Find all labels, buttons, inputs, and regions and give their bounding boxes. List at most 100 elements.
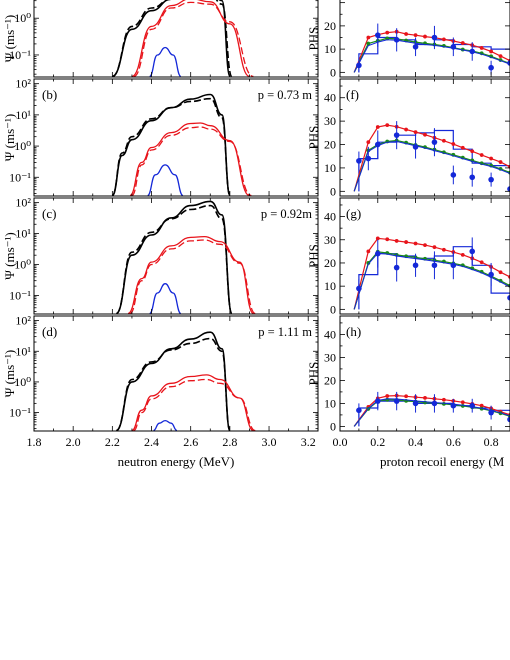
point-e-red bbox=[498, 54, 503, 58]
x-axis-label: neutron energy (MeV) bbox=[118, 454, 235, 469]
point-g-red bbox=[498, 270, 503, 275]
series-a-blue-solid bbox=[149, 46, 182, 77]
x-tick-label: 0.6 bbox=[446, 435, 461, 449]
point-e-red bbox=[366, 35, 371, 40]
series-d-black-dashed bbox=[115, 337, 231, 431]
data-point-g bbox=[450, 262, 457, 269]
point-e-red bbox=[489, 49, 494, 54]
x-tick-label: 2.4 bbox=[144, 435, 159, 449]
data-point-f bbox=[507, 186, 510, 192]
data-point-e bbox=[356, 62, 362, 69]
y-tick-label: 10¹ bbox=[15, 108, 31, 122]
point-h-red bbox=[385, 394, 390, 398]
y-axis-label: Ψ (ms⁻¹) bbox=[2, 232, 17, 279]
point-e-red bbox=[441, 37, 446, 42]
point-e-red bbox=[479, 46, 484, 50]
point-g-red bbox=[413, 241, 418, 246]
data-point-g bbox=[488, 271, 494, 278]
y-tick-label: 10 bbox=[324, 161, 336, 175]
data-point-h bbox=[412, 400, 419, 407]
panel-frame bbox=[33, 78, 319, 197]
point-f-red bbox=[385, 123, 390, 127]
panel-frame bbox=[33, 0, 319, 78]
point-g-red bbox=[432, 245, 437, 250]
panel-h: 0 10 20 30 40 0.0 0.2 0.4 0.6 0.8 (h) PHS proton rec… bbox=[306, 315, 510, 469]
y-tick-label: 20 bbox=[324, 373, 336, 387]
panel-frame bbox=[33, 197, 319, 315]
point-e-red bbox=[413, 33, 418, 38]
point-g-red bbox=[375, 236, 380, 241]
y-tick-label: 40 bbox=[324, 210, 336, 224]
position-label: p = 1.11 m bbox=[258, 325, 312, 339]
point-g-red bbox=[366, 249, 371, 254]
point-g-red bbox=[441, 247, 446, 252]
data-point-f bbox=[469, 174, 476, 181]
panel-label: (f) bbox=[346, 87, 359, 102]
y-tick-label: 10² bbox=[15, 314, 31, 328]
panel-frame bbox=[339, 315, 510, 432]
point-g-red bbox=[404, 240, 409, 244]
point-h-red bbox=[404, 394, 409, 399]
panel-a-curves bbox=[111, 0, 254, 77]
point-h-red bbox=[423, 395, 427, 400]
x-axis-label: proton recoil energy (M bbox=[380, 454, 505, 469]
y-tick-label: 30 bbox=[324, 350, 336, 364]
y-axis-label: Ψ (ms⁻¹) bbox=[2, 114, 17, 161]
y-axis-label: PHS bbox=[306, 362, 321, 386]
y-tick-label: 10¹ bbox=[15, 344, 31, 358]
y-tick-label: 10⁻¹ bbox=[9, 170, 31, 184]
y-tick-label: 10 bbox=[324, 279, 336, 293]
data-point-e bbox=[431, 34, 438, 41]
panel-g: 0 10 20 30 40 (g) PHS bbox=[306, 197, 510, 316]
y-axis-label: PHS bbox=[306, 244, 321, 268]
data-point-e bbox=[393, 37, 400, 43]
x-tick-label: 2.8 bbox=[222, 435, 237, 449]
series-a-red-dashed bbox=[133, 1, 254, 77]
point-f-red bbox=[423, 132, 427, 137]
data-point-f bbox=[374, 141, 381, 148]
x-tick-label: 0.2 bbox=[370, 435, 385, 449]
point-h-red bbox=[460, 400, 465, 405]
panel-frame bbox=[339, 197, 510, 315]
panel-b: 10⁻¹ 10⁰ 10¹ 10² (b) p = 0.73 m Ψ (ms⁻¹) bbox=[2, 77, 319, 197]
point-g-red bbox=[460, 252, 465, 257]
x-tick-label: 0.0 bbox=[333, 435, 348, 449]
point-f-red bbox=[441, 138, 446, 143]
data-point-h bbox=[488, 409, 494, 416]
panel-f-marks bbox=[353, 121, 510, 194]
data-point-g bbox=[412, 262, 419, 269]
y-tick-label: 20 bbox=[324, 138, 336, 152]
y-tick-label: 10⁰ bbox=[14, 11, 31, 25]
panel-label: (h) bbox=[346, 324, 361, 339]
point-f-red bbox=[460, 145, 465, 150]
data-point-f bbox=[393, 132, 400, 138]
panel-label: (b) bbox=[42, 87, 57, 102]
data-point-f bbox=[365, 155, 372, 162]
y-axis-label: PHS bbox=[306, 126, 321, 150]
panel-label: (c) bbox=[42, 206, 56, 221]
y-tick-label: 10 bbox=[324, 42, 336, 56]
point-g-red bbox=[385, 237, 390, 242]
data-point-h bbox=[356, 407, 362, 414]
panel-frame bbox=[339, 0, 510, 78]
data-point-h bbox=[431, 400, 438, 407]
data-point-g bbox=[374, 250, 381, 257]
x-tick-label: 0.4 bbox=[408, 435, 423, 449]
panel-e-marks bbox=[353, 23, 510, 75]
data-point-f bbox=[356, 158, 362, 164]
panel-b-curves bbox=[111, 93, 252, 196]
y-axis-label: Ψ (ms⁻¹) bbox=[2, 15, 17, 62]
point-h-red bbox=[479, 403, 484, 408]
data-point-h bbox=[507, 416, 510, 423]
y-tick-label: 10⁻¹ bbox=[9, 288, 31, 302]
point-g-red bbox=[479, 260, 484, 265]
y-tick-label: 30 bbox=[324, 233, 336, 247]
data-point-g bbox=[469, 248, 476, 255]
data-point-h bbox=[393, 398, 400, 404]
y-tick-label: 40 bbox=[324, 91, 336, 105]
y-tick-label: 10² bbox=[15, 196, 31, 210]
y-tick-label: 40 bbox=[324, 327, 336, 341]
series-b-black-solid bbox=[111, 93, 231, 196]
